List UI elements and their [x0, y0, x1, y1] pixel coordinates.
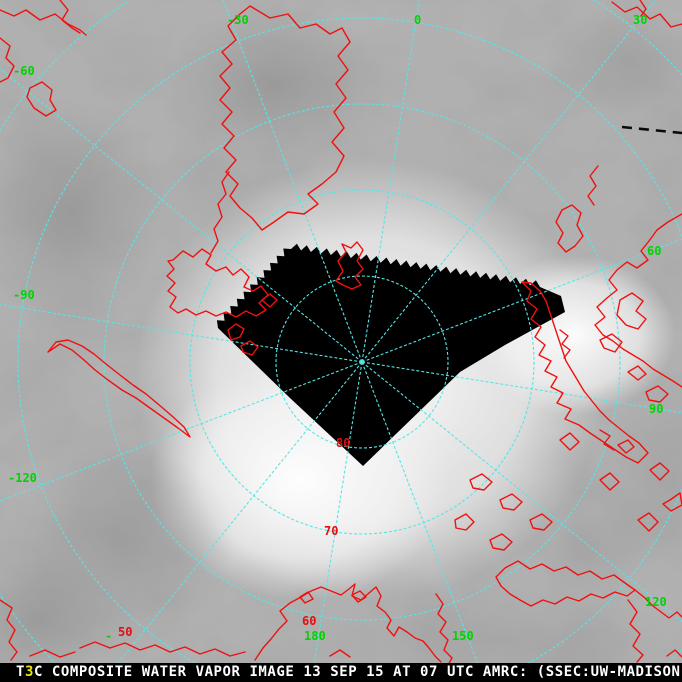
graticule-meridian [102, 361, 363, 682]
longitude-label: 120 [645, 595, 667, 609]
coastline-path [599, 472, 620, 491]
coastline-path [240, 340, 259, 356]
longitude-label: -90 [13, 288, 35, 302]
longitude-label: -30 [227, 13, 249, 27]
coastline-path [495, 560, 636, 607]
graticule-meridian [361, 361, 682, 622]
graticule-meridian [361, 361, 486, 682]
latitude-circle-80 [275, 275, 449, 449]
coastline-path [0, 599, 18, 661]
caption-text: C COMPOSITE WATER VAPOR IMAGE 13 SEP 15 … [33, 664, 682, 680]
longitude-label: 30 [633, 13, 647, 27]
latitude-label: 70 [324, 524, 338, 538]
coastline-path [649, 462, 670, 481]
longitude-label: 150 [452, 629, 474, 643]
coastline-path [166, 248, 269, 318]
coastline-path [261, 293, 278, 308]
latitude-circle-50 [17, 17, 682, 682]
graticule-meridian [361, 0, 656, 363]
coastline-path [594, 213, 682, 388]
longitude-label: 90 [649, 402, 663, 416]
coastline-path [335, 241, 364, 290]
coastline-path [627, 599, 644, 663]
status-caption-bar: T3C COMPOSITE WATER VAPOR IMAGE 13 SEP 1… [0, 663, 682, 682]
coastline-path [634, 589, 682, 619]
coastline-path [227, 323, 245, 341]
coastline-path [559, 432, 580, 451]
latitude-label: 50 [118, 625, 132, 639]
graticule-meridian [310, 361, 363, 682]
graticule-meridian [361, 238, 682, 363]
coastline-path [0, 9, 87, 36]
latitude-circle-70 [189, 189, 535, 535]
graticule-meridian [0, 304, 363, 363]
longitude-label: 0 [414, 13, 421, 27]
coastline-path [47, 339, 191, 438]
coastline-path [469, 473, 493, 491]
graticule-meridian [361, 361, 682, 414]
coastline-path [529, 513, 553, 531]
coastline-path [645, 385, 669, 403]
coastline-path [219, 5, 351, 231]
graticule-meridian [0, 68, 363, 363]
coastline-path [616, 292, 647, 330]
graticule-meridian [222, 0, 363, 363]
coastline-path [329, 649, 351, 658]
graticule-meridian [361, 0, 420, 363]
coastline-path [435, 593, 453, 666]
coastline-path [299, 591, 314, 604]
coastline-path [454, 513, 475, 531]
longitude-label: -120 [8, 471, 37, 485]
latitude-label: 80 [336, 436, 350, 450]
coastline-path [617, 439, 635, 454]
longitude-label: 180 [304, 629, 326, 643]
coastline-path [559, 329, 571, 359]
coastline-path [489, 533, 513, 551]
coastline-path [627, 365, 647, 381]
coastline-path [639, 0, 647, 17]
latitude-label: 60 [302, 614, 316, 628]
missing-data-region [216, 243, 565, 466]
caption-prefix: T [16, 664, 25, 680]
graticule-meridian [0, 361, 363, 502]
coastline-path [555, 204, 584, 253]
coastline-path [521, 281, 649, 464]
coastline-path [611, 1, 682, 28]
caption-frame-number: 3 [24, 664, 34, 680]
coastline-path [0, 37, 15, 83]
coastline-path [351, 590, 367, 603]
coastline-path [26, 81, 57, 117]
longitude-label: -60 [13, 64, 35, 78]
coastline-path [59, 0, 81, 34]
coastline-path [662, 492, 682, 512]
coastline-path [79, 641, 246, 657]
coastline-path [210, 171, 230, 254]
coastline-path [666, 649, 682, 658]
coastline-path [599, 333, 623, 353]
coastline-path [587, 165, 599, 206]
coastline-path [499, 493, 523, 511]
coastline-path [29, 649, 76, 658]
longitude-label: 60 [647, 244, 661, 258]
longitude-label: - [105, 629, 112, 643]
coastline-path [599, 429, 615, 451]
coastline-path [637, 512, 659, 532]
